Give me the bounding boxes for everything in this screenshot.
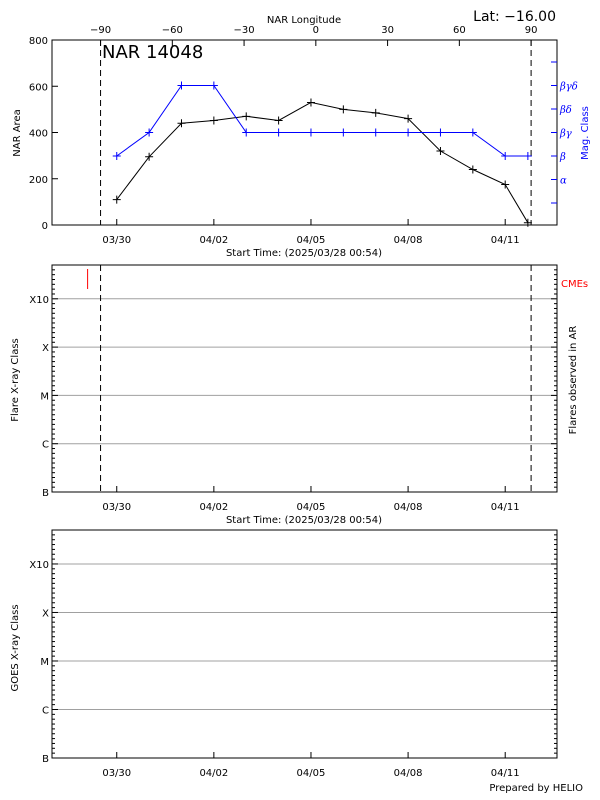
mag-class-label: βδ [559, 105, 572, 116]
top-axis-title: NAR Longitude [267, 15, 341, 26]
x-tick-label: 04/11 [491, 502, 520, 513]
x-tick-label: 04/08 [394, 768, 423, 779]
area-point [209, 116, 218, 125]
y-tick-label: X10 [29, 295, 49, 306]
panel1-y-label: NAR Area [12, 109, 23, 156]
area-point [371, 108, 380, 117]
panel2-x-label: Start Time: (2025/03/28 00:54) [226, 515, 382, 526]
area-point [242, 112, 251, 121]
top-tick-label: −60 [162, 25, 183, 36]
area-point [339, 105, 348, 114]
mag-class-label: βγ [559, 129, 572, 140]
area-point [145, 152, 154, 161]
area-point [177, 119, 186, 128]
panel1-right-y-label: Mag. Class [580, 106, 591, 160]
mag-point [468, 128, 477, 137]
area-point [306, 98, 315, 107]
area-point [501, 180, 510, 189]
panel2-right-y-label: Flares observed in AR [568, 326, 579, 435]
x-tick-label: 04/02 [199, 768, 228, 779]
mag-point [177, 81, 186, 90]
top-tick-label: −90 [90, 25, 111, 36]
x-tick-label: 03/30 [102, 502, 131, 513]
top-tick-label: 0 [313, 25, 319, 36]
y-tick-label: 800 [29, 36, 48, 47]
panel2-ticks: B C M X X10 03/30 04/02 04/05 04/08 04/11 [29, 264, 557, 513]
mag-point [274, 128, 283, 137]
x-tick-label: 04/02 [199, 235, 228, 246]
y-tick-label: C [42, 440, 49, 451]
footer-credit: Prepared by HELIO [489, 783, 583, 794]
x-tick-label: 04/05 [297, 768, 326, 779]
mag-point [145, 128, 154, 137]
panel3-frame [51, 529, 558, 759]
x-tick-label: 04/11 [491, 768, 520, 779]
top-tick-label: 90 [525, 25, 538, 36]
panel1-x-label: Start Time: (2025/03/28 00:54) [226, 248, 382, 259]
x-tick-label: 04/08 [394, 235, 423, 246]
mag-point [371, 128, 380, 137]
panel2-marks [87, 265, 532, 492]
y-tick-label: C [42, 705, 49, 716]
top-tick-label: 30 [381, 25, 394, 36]
panel-goes-class: GOES X-ray Class B C M X X10 03/30 04/02 04/05 0… [10, 529, 558, 779]
mag-point [523, 152, 532, 160]
mag-class-label: βγδ [559, 82, 578, 93]
nar-title: NAR 14048 [102, 42, 203, 63]
panel3-ticks: B C M X X10 03/30 04/02 04/05 04/08 04/11 [29, 529, 557, 779]
area-point [436, 147, 445, 155]
mag-point [242, 128, 251, 137]
area-series-line [116, 101, 529, 223]
panel2-frame [51, 264, 558, 493]
mag-point [436, 128, 445, 137]
x-tick-label: 04/02 [199, 502, 228, 513]
panel-flare-class: Flare X-ray Class Flares observed in AR … [10, 264, 588, 526]
y-tick-label: 200 [29, 175, 48, 186]
x-tick-label: 04/11 [491, 235, 520, 246]
y-tick-label: X10 [29, 560, 49, 571]
mag-point [501, 152, 510, 160]
y-tick-label: 600 [29, 82, 48, 93]
area-point [468, 165, 477, 174]
y-tick-label: X [42, 608, 49, 619]
mag-series-line [116, 85, 528, 157]
x-tick-label: 04/05 [297, 502, 326, 513]
mag-class-label: β [559, 152, 566, 163]
top-tick-label: −30 [234, 25, 255, 36]
x-tick-label: 04/08 [394, 502, 423, 513]
area-point [112, 195, 121, 204]
mag-point [339, 128, 348, 137]
latitude-label: Lat: −16.00 [473, 9, 556, 25]
panel3-y-label: GOES X-ray Class [10, 604, 21, 691]
top-tick-label: 60 [453, 25, 466, 36]
y-tick-label: M [40, 657, 49, 668]
x-tick-label: 03/30 [102, 768, 131, 779]
x-tick-label: 04/05 [297, 235, 326, 246]
mag-point [306, 128, 315, 137]
panel2-y-label: Flare X-ray Class [10, 338, 21, 422]
mag-class-label: α [560, 176, 567, 187]
mag-point [112, 152, 121, 160]
x-tick-label: 03/30 [102, 235, 131, 246]
cme-legend: CMEs [561, 279, 588, 290]
y-tick-label: 400 [29, 129, 48, 140]
area-point [274, 116, 283, 125]
y-tick-label: M [40, 391, 49, 402]
y-tick-label: 0 [42, 221, 48, 232]
area-point [404, 114, 413, 123]
y-tick-label: X [42, 343, 49, 354]
y-tick-label: B [42, 754, 49, 765]
area-point [523, 218, 532, 227]
mag-point [209, 81, 218, 90]
panel1-marks [100, 40, 532, 227]
mag-point [404, 128, 413, 137]
y-tick-label: B [42, 488, 49, 499]
panel-nar-area: NAR 14048 Lat: −16.00 NAR Longitude NAR … [12, 9, 591, 259]
